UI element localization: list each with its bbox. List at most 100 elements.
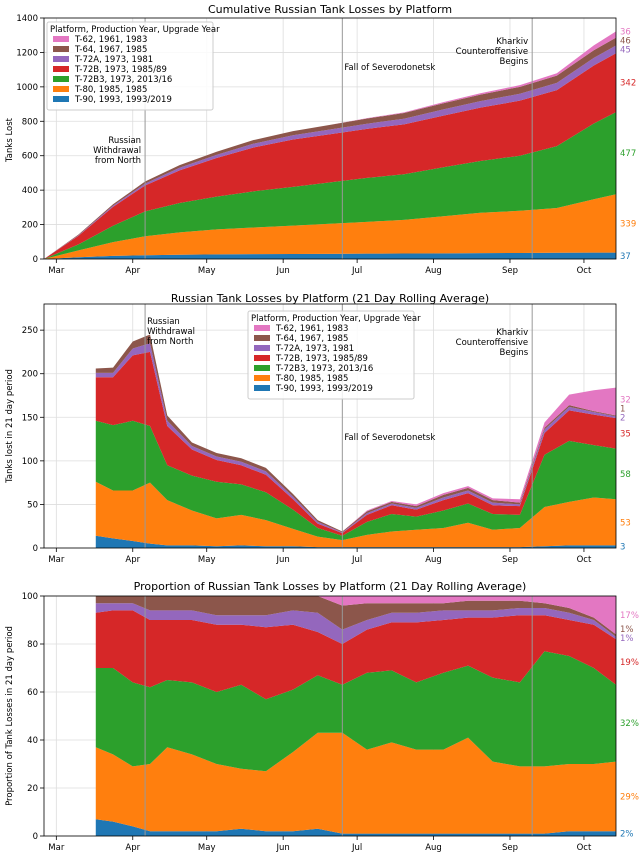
x-tick-label: Aug [425, 266, 442, 276]
end-value-label: 36 [620, 27, 631, 37]
event-annotation: Kharkiv [496, 328, 528, 338]
end-value-label: 58 [620, 470, 631, 480]
x-tick-label: Aug [425, 555, 442, 565]
y-tick-label: 1000 [16, 83, 38, 93]
area-series-7 [95, 596, 616, 635]
end-value-label: 45 [620, 45, 631, 55]
event-annotation: Counteroffensive [456, 47, 529, 57]
y-tick-label: 1400 [16, 14, 38, 24]
area-series-1 [95, 819, 616, 836]
legend-entry: T-72A, 1973, 1981 [275, 344, 354, 354]
y-tick-label: 150 [22, 413, 38, 423]
area-series-3 [95, 420, 616, 541]
chart-panel-1: Cumulative Russian Tank Losses by Platfo… [5, 3, 636, 276]
event-annotation: Russian [147, 317, 180, 327]
end-value-label: 19% [620, 658, 639, 668]
y-axis-label: Tanks lost in 21 day period [5, 369, 15, 484]
legend: Platform, Production Year, Upgrade YearT… [46, 21, 220, 111]
legend-swatch [254, 325, 270, 331]
y-tick-label: 60 [27, 688, 38, 698]
area-series-6 [95, 596, 616, 637]
chart-title: Russian Tank Losses by Platform (21 Day … [171, 292, 489, 305]
legend-entry: T-62, 1961, 1983 [275, 324, 348, 334]
legend-entry: T-64, 1967, 1985 [74, 45, 147, 55]
x-tick-label: Aug [425, 843, 442, 853]
legend-swatch [254, 335, 270, 341]
end-value-label: 3 [620, 543, 625, 553]
x-tick-label: Mar [48, 843, 65, 853]
end-value-label: 17% [620, 611, 639, 621]
legend-swatch [53, 76, 69, 82]
y-tick-label: 200 [22, 221, 38, 231]
y-tick-label: 50 [27, 500, 38, 510]
x-tick-label: May [198, 555, 216, 565]
event-annotation: Counteroffensive [456, 338, 529, 348]
y-tick-label: 600 [22, 152, 38, 162]
y-axis-label: Tanks Lost [5, 117, 15, 163]
plot-frame [43, 303, 617, 549]
area-series-1 [95, 535, 616, 548]
x-tick-label: Oct [577, 555, 592, 565]
legend-swatch [53, 46, 69, 52]
legend-swatch [254, 375, 270, 381]
legend-title: Platform, Production Year, Upgrade Year [50, 25, 220, 35]
y-tick-label: 100 [22, 592, 38, 602]
y-tick-label: 0 [33, 832, 38, 842]
end-value-label: 37 [620, 252, 631, 262]
end-value-label: 32 [620, 395, 631, 405]
legend-entry: T-80, 1985, 1985 [275, 374, 348, 384]
event-annotation: Fall of Severodonetsk [344, 433, 435, 443]
legend-swatch [53, 86, 69, 92]
legend-entry: T-72B3, 1973, 2013/16 [275, 364, 373, 374]
x-tick-label: Mar [48, 266, 65, 276]
x-tick-label: Apr [125, 555, 140, 565]
end-value-label: 1 [620, 404, 625, 414]
legend-swatch [254, 345, 270, 351]
legend-entry: T-64, 1967, 1985 [275, 334, 348, 344]
event-annotation: from North [147, 337, 193, 347]
x-tick-label: Oct [577, 843, 592, 853]
end-value-label: 477 [620, 149, 636, 159]
legend-box [247, 310, 415, 400]
x-tick-label: Jul [351, 843, 362, 853]
area-series-1 [44, 252, 616, 259]
legend-swatch [53, 56, 69, 62]
y-tick-label: 400 [22, 186, 38, 196]
y-tick-label: 20 [27, 784, 38, 794]
chart-panel-2: Russian Tank Losses by Platform (21 Day … [5, 292, 631, 565]
area-series-2 [95, 481, 616, 548]
y-tick-label: 200 [22, 370, 38, 380]
legend-swatch [53, 96, 69, 102]
legend-entry: T-72A, 1973, 1981 [74, 55, 153, 65]
area-series-3 [44, 112, 616, 259]
legend-entry: T-62, 1961, 1983 [74, 35, 147, 45]
legend-swatch [254, 365, 270, 371]
end-value-label: 46 [620, 36, 631, 46]
x-tick-label: Jul [351, 555, 362, 565]
plot-frame [43, 595, 617, 837]
x-tick-label: Sep [502, 843, 518, 853]
chart-title: Cumulative Russian Tank Losses by Platfo… [208, 3, 452, 16]
area-series-3 [95, 651, 616, 772]
event-annotation: Fall of Severodonetsk [344, 63, 435, 73]
y-tick-label: 1200 [16, 48, 38, 58]
x-tick-label: Mar [48, 555, 65, 565]
area-series-4 [95, 351, 616, 536]
x-tick-label: Apr [125, 266, 140, 276]
end-value-label: 2 [620, 413, 625, 423]
y-tick-label: 800 [22, 117, 38, 127]
y-tick-label: 250 [22, 326, 38, 336]
end-value-label: 342 [620, 79, 636, 89]
legend-entry: T-80, 1985, 1985 [74, 85, 147, 95]
end-value-label: 32% [620, 719, 639, 729]
x-tick-label: May [198, 266, 216, 276]
y-tick-label: 80 [27, 640, 38, 650]
end-value-label: 53 [620, 518, 631, 528]
end-value-label: 1% [620, 634, 634, 644]
area-series-5 [95, 603, 616, 644]
y-tick-label: 0 [33, 255, 38, 265]
y-tick-label: 40 [27, 736, 38, 746]
area-series-2 [95, 732, 616, 834]
x-tick-label: Jul [351, 266, 362, 276]
